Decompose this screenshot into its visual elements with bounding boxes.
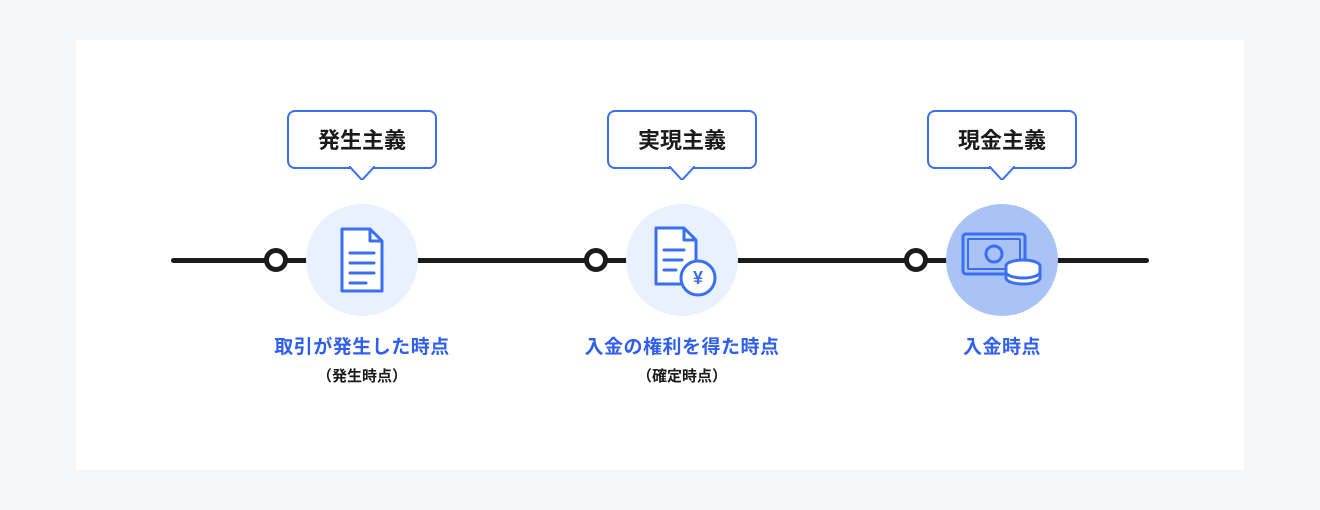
caption-line1: 取引が発生した時点 bbox=[232, 332, 492, 359]
document-yen-icon: ¥ bbox=[644, 222, 720, 298]
document-icon bbox=[332, 225, 392, 295]
caption-2: 入金時点 bbox=[872, 332, 1132, 359]
speech-bubble-1: 実現主義 bbox=[607, 110, 757, 169]
caption-line1: 入金の権利を得た時点 bbox=[552, 332, 812, 359]
speech-tail-icon bbox=[989, 166, 1015, 180]
speech-tail-icon bbox=[669, 166, 695, 180]
timeline-node-2 bbox=[904, 248, 928, 272]
caption-line1: 入金時点 bbox=[872, 332, 1132, 359]
caption-0: 取引が発生した時点 （発生時点） bbox=[232, 332, 492, 386]
page: 発生主義 取引が発生した時点 （発生時点） ¥ bbox=[0, 0, 1320, 510]
speech-bubble-2: 現金主義 bbox=[927, 110, 1077, 169]
diagram-card: 発生主義 取引が発生した時点 （発生時点） ¥ bbox=[76, 40, 1244, 470]
icon-disc-0 bbox=[306, 204, 418, 316]
caption-1: 入金の権利を得た時点 （確定時点） bbox=[552, 332, 812, 386]
icon-disc-2 bbox=[946, 204, 1058, 316]
speech-label: 発生主義 bbox=[318, 123, 406, 155]
icon-disc-1: ¥ bbox=[626, 204, 738, 316]
speech-tail-icon bbox=[349, 166, 375, 180]
caption-line2: （発生時点） bbox=[232, 365, 492, 386]
speech-bubble-0: 発生主義 bbox=[287, 110, 437, 169]
svg-text:¥: ¥ bbox=[693, 268, 703, 288]
caption-line2: （確定時点） bbox=[552, 365, 812, 386]
cash-icon bbox=[959, 228, 1045, 292]
speech-label: 実現主義 bbox=[638, 123, 726, 155]
timeline-node-1 bbox=[584, 248, 608, 272]
timeline-node-0 bbox=[264, 248, 288, 272]
speech-label: 現金主義 bbox=[958, 123, 1046, 155]
